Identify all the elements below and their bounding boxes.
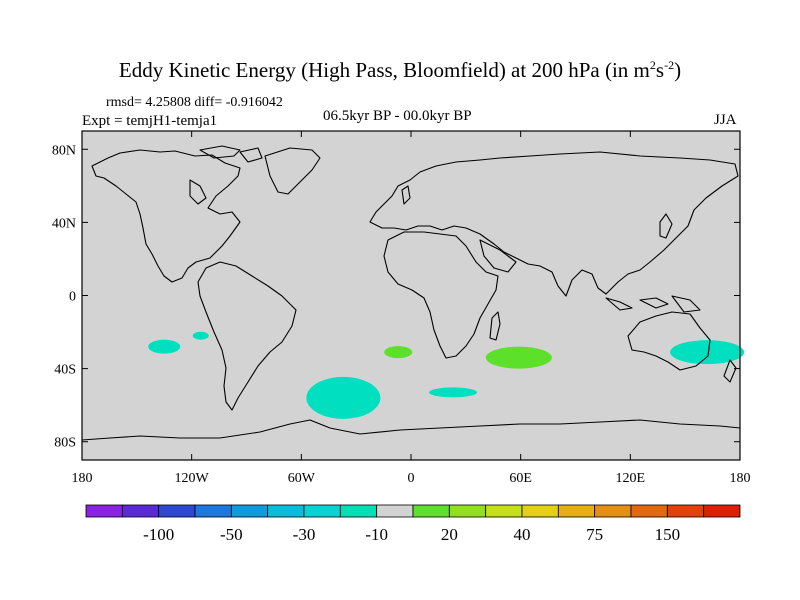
colorbar-swatch [194,504,232,518]
lon-label: 120W [175,471,210,486]
colorbar-swatch [376,504,414,518]
colorbar-label: 150 [655,525,681,544]
coast-indonesia [605,295,701,313]
coast-south-america [197,261,297,411]
colorbar-swatch [121,504,160,518]
colorbar-swatch [230,504,269,518]
lat-label: 0 [69,290,76,305]
colorbar-label: 40 [514,525,531,544]
lon-label: 0 [408,471,415,486]
lat-label: 80N [52,143,76,158]
colorbar-label: -30 [293,525,316,544]
map-background [82,131,740,460]
coast-britain [401,185,411,205]
coast-arabia [479,239,517,273]
coast-africa [383,231,499,359]
coast-japan [659,213,673,239]
lat-label: 80S [54,436,76,451]
coast-eurasia [369,151,739,297]
lat-label: 40N [52,216,76,231]
coast-new-zealand [723,359,737,383]
colorbar-swatch [85,504,123,518]
colorbar-swatch [485,504,523,518]
coast-greenland [264,147,321,195]
colorbar-swatch [267,504,305,518]
coast-north-america [91,149,241,283]
anomaly-region-south-atlantic-east [384,346,413,359]
lon-label: 60E [509,471,532,486]
colorbar-swatch [630,504,668,518]
colorbar-swatch [703,504,741,518]
stats-text: rmsd= 4.25808 diff= -0.916042 [106,95,283,110]
colorbar-label: -50 [220,525,243,544]
coast-antarctica [81,419,741,441]
period-label: 06.5kyr BP - 00.0kyr BP [323,108,472,124]
anomaly-region-tasman-sea [670,340,745,365]
anomaly-region-south-atlantic-west [306,376,381,419]
colorbar-swatch [339,504,378,518]
colorbar-label: -10 [365,525,388,544]
anomaly-region-south-indian-west [485,346,552,369]
lon-label: 180 [72,471,93,486]
anomaly-region-southern-ocean [429,387,478,398]
coast-arctic-islands [199,145,263,163]
lon-label: 60W [288,471,316,486]
lon-label: 180 [730,471,751,486]
anomaly-region-south-pacific-small [192,331,209,340]
colorbar-swatch [412,504,450,518]
coast-hudson-bay [189,179,207,205]
colorbar-swatch [303,504,341,518]
colorbar-label: 20 [441,525,458,544]
coast-madagascar [489,311,501,341]
colorbar-swatch [158,504,196,518]
lat-label: 40S [54,363,76,378]
colorbar-swatch [557,504,596,518]
coast-australia [627,311,711,371]
colorbar-swatch [594,504,632,518]
lon-label: 120E [616,471,646,486]
experiment-label: Expt = temjH1-temja1 [82,113,218,129]
colorbar-label: 75 [586,525,603,544]
colorbar-swatch [666,504,705,518]
colorbar-swatch [448,504,487,518]
figure-title: Eddy Kinetic Energy (High Pass, Bloomfie… [118,58,682,82]
season-label: JJA [714,112,737,128]
anomaly-region-south-pacific-west [148,339,181,354]
colorbar-swatch [521,504,559,518]
colorbar-label: -100 [143,525,174,544]
